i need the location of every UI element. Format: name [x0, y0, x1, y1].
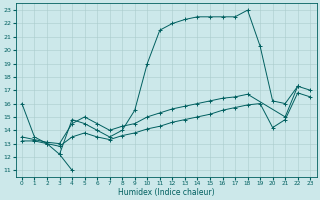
X-axis label: Humidex (Indice chaleur): Humidex (Indice chaleur) [118, 188, 214, 197]
